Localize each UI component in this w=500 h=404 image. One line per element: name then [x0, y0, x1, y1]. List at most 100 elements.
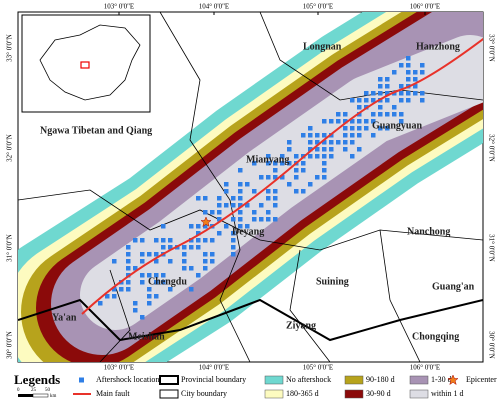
aftershock — [98, 301, 103, 306]
aftershock — [203, 210, 208, 215]
aftershock — [413, 77, 418, 82]
aftershock — [245, 203, 250, 208]
aftershock — [238, 196, 243, 201]
aftershock — [322, 175, 327, 180]
aftershock — [315, 147, 320, 152]
aftershock — [266, 175, 271, 180]
lon-label: 103° 0'0"E — [104, 364, 134, 372]
aftershock — [154, 238, 159, 243]
aftershock — [224, 224, 229, 229]
aftershock — [364, 91, 369, 96]
aftershock — [210, 210, 215, 215]
aftershock — [371, 119, 376, 124]
aftershock — [259, 217, 264, 222]
aftershock — [322, 147, 327, 152]
lon-label: 105° 0'0"E — [303, 364, 333, 372]
aftershock — [266, 210, 271, 215]
aftershock — [378, 77, 383, 82]
aftershock — [273, 161, 278, 166]
city-label: Ya'an — [52, 312, 77, 323]
aftershock — [266, 189, 271, 194]
aftershock — [350, 140, 355, 145]
aftershock — [189, 245, 194, 250]
aftershock — [273, 196, 278, 201]
aftershock — [280, 175, 285, 180]
scale-bar: 0 25 50 km — [17, 388, 57, 399]
aftershock — [238, 210, 243, 215]
aftershock — [133, 238, 138, 243]
aftershock — [168, 287, 173, 292]
aftershock-zones — [18, 12, 483, 362]
lat-label: 32° 0'0"N — [487, 134, 495, 162]
aftershock — [231, 231, 236, 236]
aftershock — [217, 217, 222, 222]
aftershock — [245, 224, 250, 229]
aftershock — [350, 98, 355, 103]
aftershock — [259, 175, 264, 180]
aftershock — [357, 112, 362, 117]
aftershock — [189, 287, 194, 292]
city-label: Chengdu — [148, 276, 187, 287]
aftershock — [350, 119, 355, 124]
scale-label: 0 — [17, 388, 20, 393]
aftershock — [168, 245, 173, 250]
aftershock — [203, 224, 208, 229]
lat-label: 30° 0'0"N — [487, 331, 495, 359]
aftershock — [308, 154, 313, 159]
aftershock — [182, 245, 187, 250]
aftershock — [161, 224, 166, 229]
aftershock — [168, 238, 173, 243]
aftershock — [133, 266, 138, 271]
aftershock — [147, 273, 152, 278]
aftershock — [371, 112, 376, 117]
aftershock — [315, 140, 320, 145]
aftershock — [364, 119, 369, 124]
aftershock — [266, 161, 271, 166]
city-label: Guang'an — [432, 281, 475, 292]
aftershock — [238, 182, 243, 187]
aftershock — [294, 154, 299, 159]
aftershock — [378, 126, 383, 131]
aftershock — [126, 252, 131, 257]
aftershock — [210, 259, 215, 264]
aftershock — [343, 119, 348, 124]
aftershock — [385, 112, 390, 117]
aftershock — [140, 315, 145, 320]
aftershock — [413, 84, 418, 89]
aftershock — [203, 259, 208, 264]
inset-outline — [39, 24, 141, 101]
aftershock — [161, 245, 166, 250]
aftershock — [357, 105, 362, 110]
legend-label: 90-180 d — [366, 375, 395, 384]
aftershock — [273, 168, 278, 173]
aftershock — [140, 252, 145, 257]
aftershock — [322, 168, 327, 173]
lon-label: 106° 0'0"E — [410, 364, 440, 372]
aftershock — [294, 175, 299, 180]
aftershock — [259, 203, 264, 208]
aftershock — [357, 147, 362, 152]
legend-swatch — [409, 375, 429, 385]
city-label: Ngawa Tibetan and Qiang — [40, 125, 152, 136]
aftershock — [392, 70, 397, 75]
lon-label: 106° 0'0"E — [410, 3, 440, 11]
legend-swatch — [264, 375, 284, 385]
aftershock — [336, 119, 341, 124]
city-label: Ziyang — [286, 320, 316, 331]
legend-swatch — [344, 389, 364, 399]
aftershock — [147, 294, 152, 299]
aftershock — [399, 119, 404, 124]
city-label: Deyang — [232, 226, 264, 237]
legend-label: City boundary — [181, 389, 227, 398]
aftershock — [329, 140, 334, 145]
aftershock — [371, 98, 376, 103]
aftershock — [203, 196, 208, 201]
lat-label: 32° 0'0"N — [6, 134, 14, 162]
aftershock — [217, 196, 222, 201]
aftershock — [154, 252, 159, 257]
legend-label: Epicenter — [466, 375, 497, 384]
epicenter — [200, 216, 212, 228]
aftershock — [140, 238, 145, 243]
aftershock — [112, 259, 117, 264]
